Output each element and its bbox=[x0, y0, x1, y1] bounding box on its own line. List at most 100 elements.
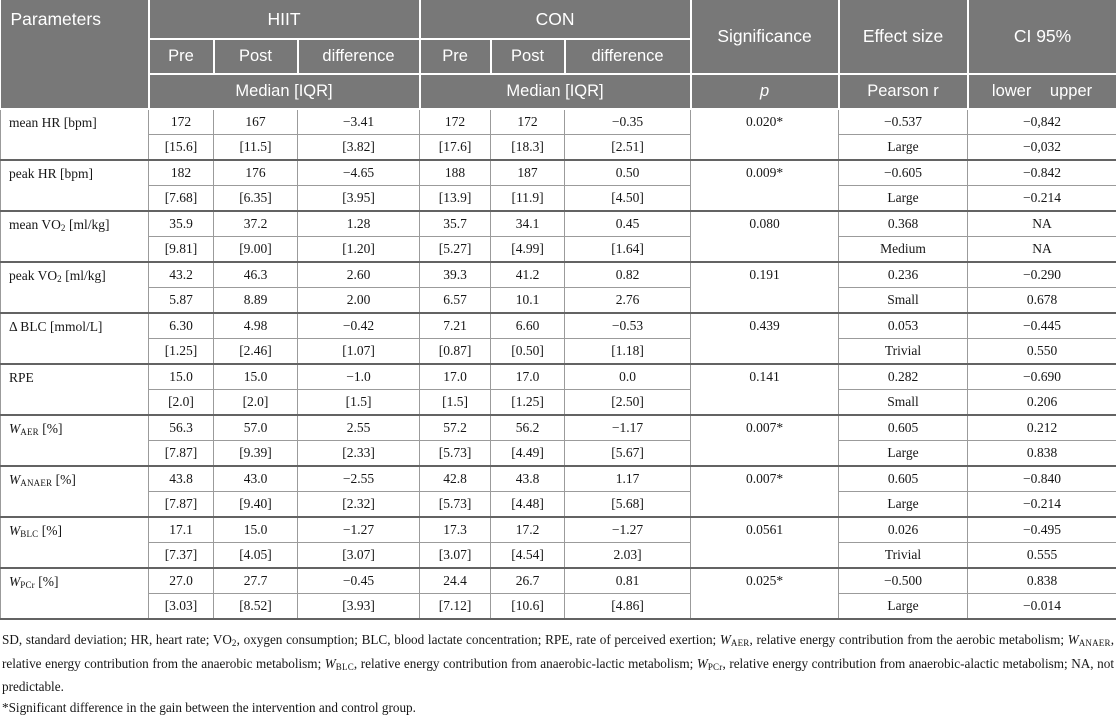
header-con-difference: difference bbox=[565, 39, 691, 74]
hiit-difference-median-cell: −1.0 bbox=[298, 364, 420, 390]
con-difference-median-cell: −0.53 bbox=[565, 313, 691, 339]
con-pre-iqr-cell: 6.57 bbox=[420, 288, 491, 314]
hiit-difference-median-cell: 1.28 bbox=[298, 211, 420, 237]
con-pre-iqr-cell: [17.6] bbox=[420, 135, 491, 161]
con-difference-iqr-cell: [4.50] bbox=[565, 186, 691, 212]
p-value-cell: 0.025* bbox=[691, 568, 839, 619]
hiit-post-iqr-cell: [9.00] bbox=[214, 237, 298, 263]
ci-lower-cell: NA bbox=[968, 211, 1116, 237]
con-pre-median-cell: 172 bbox=[420, 109, 491, 135]
hiit-pre-median-cell: 43.8 bbox=[149, 466, 214, 492]
param-label: WAER [%] bbox=[1, 415, 149, 466]
con-difference-median-cell: −1.17 bbox=[565, 415, 691, 441]
hiit-pre-iqr-cell: [1.25] bbox=[149, 339, 214, 365]
p-value-cell: 0.007* bbox=[691, 466, 839, 517]
header-ci95: CI 95% bbox=[968, 0, 1116, 74]
effect-size-label-cell: Small bbox=[839, 390, 968, 416]
con-pre-iqr-cell: [7.12] bbox=[420, 594, 491, 620]
p-value-cell: 0.009* bbox=[691, 160, 839, 211]
hiit-pre-iqr-cell: [2.0] bbox=[149, 390, 214, 416]
hiit-post-median-cell: 57.0 bbox=[214, 415, 298, 441]
effect-size-label-cell: Trivial bbox=[839, 543, 968, 569]
hiit-pre-median-cell: 6.30 bbox=[149, 313, 214, 339]
hiit-post-median-cell: 15.0 bbox=[214, 364, 298, 390]
results-table: Parameters HIIT CON Significance Effect … bbox=[0, 0, 1116, 620]
header-hiit-difference: difference bbox=[298, 39, 420, 74]
hiit-difference-iqr-cell: 2.00 bbox=[298, 288, 420, 314]
hiit-post-median-cell: 176 bbox=[214, 160, 298, 186]
effect-size-value-cell: 0.368 bbox=[839, 211, 968, 237]
header-pearson-r: Pearson r bbox=[839, 74, 968, 109]
con-difference-median-cell: 0.82 bbox=[565, 262, 691, 288]
hiit-pre-iqr-cell: [7.87] bbox=[149, 441, 214, 467]
hiit-difference-iqr-cell: [3.95] bbox=[298, 186, 420, 212]
con-post-median-cell: 17.0 bbox=[491, 364, 565, 390]
param-label: peak HR [bpm] bbox=[1, 160, 149, 211]
hiit-difference-median-cell: −2.55 bbox=[298, 466, 420, 492]
hiit-difference-iqr-cell: [1.5] bbox=[298, 390, 420, 416]
hiit-pre-median-cell: 43.2 bbox=[149, 262, 214, 288]
con-difference-iqr-cell: [5.67] bbox=[565, 441, 691, 467]
param-row-iqr: [15.6][11.5][3.82][17.6][18.3][2.51]Larg… bbox=[1, 135, 1116, 161]
p-value-cell: 0.191 bbox=[691, 262, 839, 313]
header-parameters: Parameters bbox=[1, 0, 149, 109]
p-value-cell: 0.439 bbox=[691, 313, 839, 364]
con-difference-iqr-cell: [2.50] bbox=[565, 390, 691, 416]
effect-size-label-cell: Large bbox=[839, 186, 968, 212]
ci-lower-cell: −0.690 bbox=[968, 364, 1116, 390]
ci-lower-cell: −0.290 bbox=[968, 262, 1116, 288]
hiit-difference-iqr-cell: [1.07] bbox=[298, 339, 420, 365]
header-hiit-pre: Pre bbox=[149, 39, 214, 74]
hiit-pre-median-cell: 172 bbox=[149, 109, 214, 135]
con-post-iqr-cell: [4.49] bbox=[491, 441, 565, 467]
effect-size-label-cell: Large bbox=[839, 492, 968, 518]
con-difference-iqr-cell: 2.03] bbox=[565, 543, 691, 569]
effect-size-value-cell: 0.282 bbox=[839, 364, 968, 390]
con-post-iqr-cell: [11.9] bbox=[491, 186, 565, 212]
con-post-median-cell: 187 bbox=[491, 160, 565, 186]
hiit-pre-iqr-cell: [7.87] bbox=[149, 492, 214, 518]
hiit-post-iqr-cell: [2.46] bbox=[214, 339, 298, 365]
param-label: mean VO2 [ml/kg] bbox=[1, 211, 149, 262]
header-con-post: Post bbox=[491, 39, 565, 74]
p-value-cell: 0.007* bbox=[691, 415, 839, 466]
effect-size-value-cell: 0.236 bbox=[839, 262, 968, 288]
effect-size-value-cell: −0.500 bbox=[839, 568, 968, 594]
effect-size-value-cell: 0.605 bbox=[839, 415, 968, 441]
hiit-difference-median-cell: −0.42 bbox=[298, 313, 420, 339]
con-post-median-cell: 17.2 bbox=[491, 517, 565, 543]
con-pre-median-cell: 35.7 bbox=[420, 211, 491, 237]
hiit-difference-median-cell: −4.65 bbox=[298, 160, 420, 186]
effect-size-value-cell: 0.053 bbox=[839, 313, 968, 339]
hiit-pre-median-cell: 15.0 bbox=[149, 364, 214, 390]
con-difference-median-cell: 0.45 bbox=[565, 211, 691, 237]
header-significance: Significance bbox=[691, 0, 839, 74]
con-post-iqr-cell: [4.48] bbox=[491, 492, 565, 518]
effect-size-label-cell: Large bbox=[839, 135, 968, 161]
con-post-iqr-cell: [1.25] bbox=[491, 390, 565, 416]
hiit-pre-median-cell: 182 bbox=[149, 160, 214, 186]
header-con-median-iqr: Median [IQR] bbox=[420, 74, 691, 109]
hiit-pre-iqr-cell: 5.87 bbox=[149, 288, 214, 314]
con-post-median-cell: 6.60 bbox=[491, 313, 565, 339]
con-pre-median-cell: 7.21 bbox=[420, 313, 491, 339]
hiit-post-iqr-cell: [4.05] bbox=[214, 543, 298, 569]
con-post-median-cell: 41.2 bbox=[491, 262, 565, 288]
effect-size-label-cell: Large bbox=[839, 594, 968, 620]
con-pre-median-cell: 17.3 bbox=[420, 517, 491, 543]
effect-size-label-cell: Large bbox=[839, 441, 968, 467]
effect-size-value-cell: −0.605 bbox=[839, 160, 968, 186]
con-pre-median-cell: 42.8 bbox=[420, 466, 491, 492]
header-effect-size: Effect size bbox=[839, 0, 968, 74]
header-con-group: CON bbox=[420, 0, 691, 39]
con-post-median-cell: 34.1 bbox=[491, 211, 565, 237]
con-pre-iqr-cell: [5.27] bbox=[420, 237, 491, 263]
hiit-post-iqr-cell: [9.40] bbox=[214, 492, 298, 518]
